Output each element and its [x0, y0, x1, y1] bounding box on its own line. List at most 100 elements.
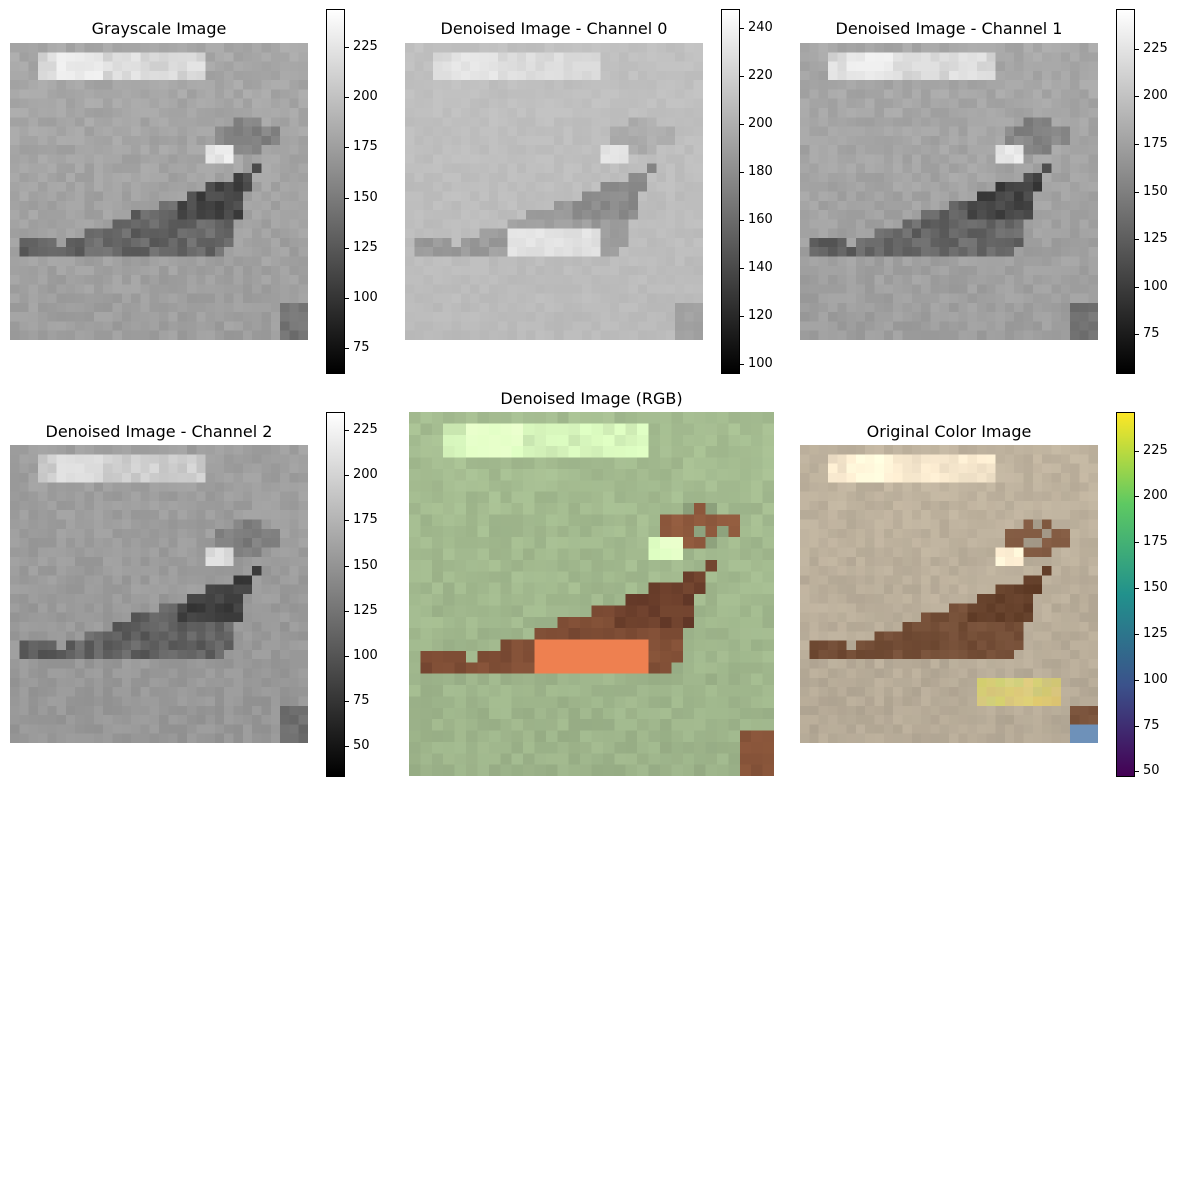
channel0-pixel — [609, 330, 620, 340]
channel1-pixel — [1004, 43, 1015, 53]
channel1-pixel — [1032, 265, 1043, 276]
grayscale-pixel — [112, 228, 122, 239]
channel1-pixel — [1051, 265, 1061, 276]
rgb-pixel — [431, 480, 444, 492]
channel2-pixel — [28, 556, 39, 567]
grayscale-pixel — [214, 247, 225, 257]
grayscale-pixel — [261, 172, 271, 183]
channel2-pixel — [56, 584, 67, 595]
grayscale-pixel — [93, 107, 104, 118]
channel1-pixel — [902, 107, 912, 118]
channel1-pixel — [939, 135, 950, 146]
channel1-pixel — [967, 256, 978, 266]
channel0-pixel — [451, 191, 462, 201]
channel1-pixel — [902, 200, 912, 211]
channel0-pixel — [405, 98, 415, 109]
channel0-pixel — [516, 145, 527, 155]
channel2-pixel — [84, 705, 94, 716]
grayscale-pixel — [270, 256, 281, 266]
grayscale-pixel — [252, 293, 262, 304]
rgb-pixel — [511, 434, 524, 447]
channel0-pixel — [414, 98, 424, 109]
channel0-pixel — [432, 126, 443, 136]
channel2-pixel — [298, 724, 308, 734]
grayscale-pixel — [103, 80, 113, 90]
channel0-pixel — [544, 275, 555, 285]
channel2-pixel — [121, 677, 132, 688]
grayscale-pixel — [298, 247, 308, 257]
channel1-pixel — [1051, 117, 1061, 127]
channel1-pixel — [1070, 89, 1080, 99]
grayscale-pixel — [149, 117, 160, 127]
channel1-pixel — [855, 330, 866, 340]
channel2-pixel — [140, 566, 150, 576]
channel1-pixel — [921, 219, 931, 229]
channel0-pixel — [591, 126, 601, 136]
channel1-pixel — [1004, 80, 1015, 90]
grayscale-pixel — [84, 219, 94, 229]
channel2-pixel — [224, 696, 234, 706]
channel0-pixel — [526, 107, 536, 118]
rgb-pixel — [500, 548, 512, 561]
channel2-pixel — [186, 445, 197, 455]
channel0-pixel — [432, 61, 443, 72]
channel0-pixel — [460, 321, 471, 331]
channel2-pixel — [121, 528, 132, 539]
channel0-pixel — [479, 302, 489, 313]
rgb-pixel — [614, 537, 626, 549]
channel0-pixel — [665, 330, 676, 340]
channel1-pixel — [986, 302, 996, 313]
panel-title: Denoised Image - Channel 2 — [45, 422, 273, 441]
channel0-pixel — [414, 61, 424, 72]
grayscale-pixel — [289, 191, 299, 201]
channel2-pixel — [159, 724, 169, 734]
channel0-pixel — [442, 89, 452, 99]
channel2-pixel — [177, 733, 188, 743]
channel1-pixel — [1079, 330, 1089, 340]
channel2-pixel — [270, 538, 281, 548]
channel0-pixel — [544, 247, 555, 257]
grayscale-pixel — [270, 237, 281, 248]
grayscale-pixel — [10, 52, 20, 62]
rgb-pixel — [682, 548, 695, 561]
rgb-pixel — [705, 491, 718, 504]
channel2-pixel — [47, 705, 57, 716]
channel0-pixel — [498, 80, 508, 90]
channel2-pixel — [177, 724, 188, 734]
channel1-pixel — [1014, 43, 1024, 53]
channel1-pixel — [967, 43, 978, 53]
rgb-pixel — [751, 423, 763, 435]
channel1-pixel — [958, 321, 968, 331]
channel2-pixel — [186, 603, 197, 613]
channel1-pixel — [976, 247, 987, 257]
channel2-pixel — [28, 584, 39, 595]
channel1-pixel — [995, 247, 1006, 257]
channel0-pixel — [405, 80, 415, 90]
channel2-pixel — [93, 640, 104, 651]
rgb-pixel — [466, 446, 478, 458]
rgb-pixel — [420, 412, 433, 424]
channel1-pixel — [809, 70, 819, 81]
channel1-pixel — [865, 154, 875, 164]
rgb-pixel — [443, 673, 455, 686]
grayscale-pixel — [233, 154, 243, 164]
channel1-pixel — [1088, 293, 1098, 304]
channel0-pixel — [535, 117, 545, 127]
rgb-pixel — [762, 434, 774, 447]
channel2-pixel — [47, 677, 57, 688]
channel2-pixel — [149, 519, 160, 529]
rgb-pixel — [728, 514, 741, 526]
rgb-pixel — [454, 412, 467, 424]
channel1-pixel — [911, 219, 922, 229]
channel2-pixel — [168, 519, 178, 529]
grayscale-pixel — [214, 312, 225, 322]
channel0-pixel — [600, 43, 611, 53]
channel0-pixel — [479, 163, 489, 174]
channel1-pixel — [1060, 117, 1071, 127]
channel0-pixel — [554, 172, 564, 183]
channel1-pixel — [995, 163, 1006, 174]
grayscale-pixel — [205, 265, 216, 276]
channel2-pixel — [214, 687, 225, 697]
channel2-pixel — [168, 454, 178, 464]
grayscale-pixel — [19, 145, 29, 155]
